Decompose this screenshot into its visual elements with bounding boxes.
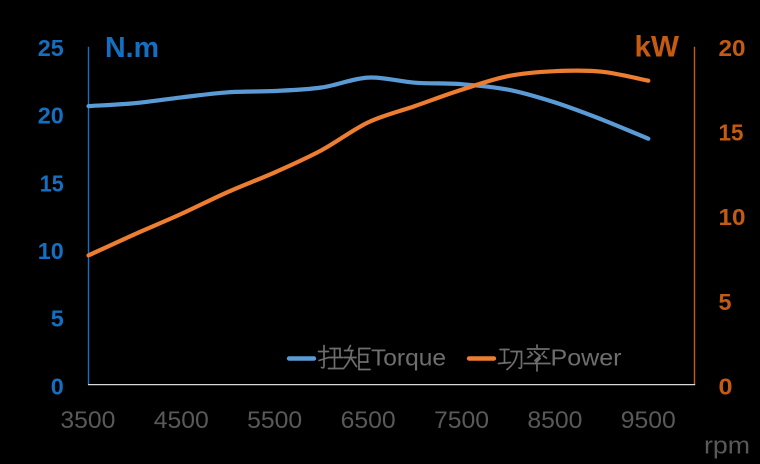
svg-text:rpm: rpm (704, 433, 750, 460)
svg-text:20: 20 (38, 103, 64, 129)
svg-text:10: 10 (719, 204, 746, 230)
svg-text:25: 25 (38, 35, 64, 61)
svg-text:6500: 6500 (341, 407, 396, 434)
svg-text:N.m: N.m (105, 32, 159, 64)
svg-text:Power: Power (551, 344, 622, 370)
svg-text:10: 10 (38, 238, 64, 264)
svg-text:20: 20 (719, 35, 746, 61)
svg-text:0: 0 (51, 373, 64, 399)
svg-text:0: 0 (719, 373, 733, 399)
svg-text:Torque: Torque (371, 344, 446, 370)
svg-text:15: 15 (40, 170, 64, 196)
svg-text:5: 5 (51, 306, 64, 332)
svg-text:15: 15 (719, 120, 744, 146)
svg-text:5: 5 (719, 289, 732, 315)
svg-text:3500: 3500 (60, 407, 115, 434)
svg-text:5500: 5500 (247, 407, 302, 434)
svg-text:4500: 4500 (154, 407, 209, 434)
svg-text:kW: kW (635, 30, 680, 63)
svg-text:7500: 7500 (434, 407, 489, 434)
svg-text:9500: 9500 (621, 407, 676, 434)
svg-text:8500: 8500 (527, 407, 582, 434)
